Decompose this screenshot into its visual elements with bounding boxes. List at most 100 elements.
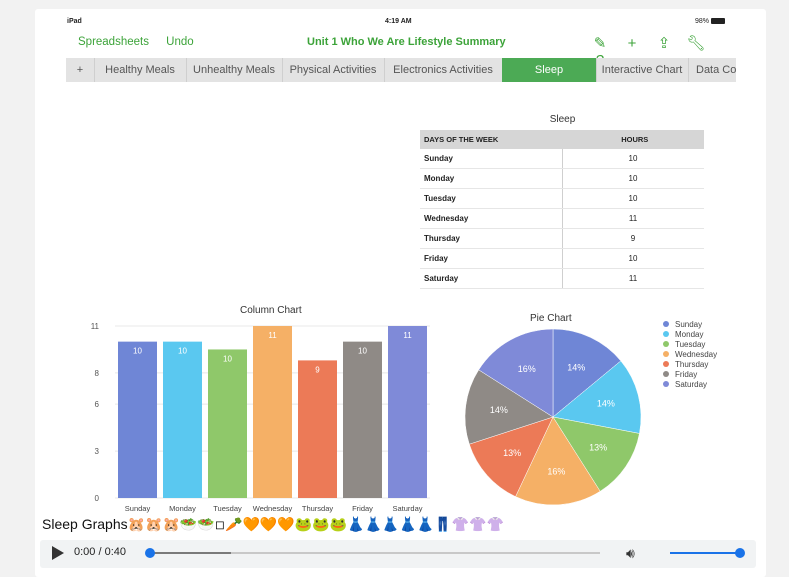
table-row[interactable]: Tuesday 10 (420, 188, 704, 209)
pie-slice-thursday (468, 416, 554, 497)
legend-item: Saturday (663, 380, 717, 390)
tab-electronics-activities[interactable]: Electronics Activities (384, 58, 503, 82)
spreadsheets-button[interactable]: Spreadsheets (78, 36, 149, 48)
share-icon[interactable]: ⇪ (657, 35, 671, 52)
table-row[interactable]: Thursday 9 (420, 228, 704, 249)
hours-cell[interactable]: 10 (562, 188, 704, 209)
pie-chart-title: Pie Chart (530, 313, 572, 324)
y-tick-label: 3 (95, 447, 100, 456)
tab-healthy-meals[interactable]: Healthy Meals (94, 58, 187, 82)
add-sheet-button[interactable]: + (66, 58, 95, 82)
wrench-icon[interactable]: 🔧︎ (686, 35, 706, 52)
clock: 4:19 AM (385, 18, 412, 25)
bar-data-label: 10 (223, 354, 232, 363)
day-cell[interactable]: Sunday (420, 149, 563, 169)
hours-cell[interactable]: 11 (562, 208, 704, 229)
x-tick-label: Saturday (392, 504, 422, 513)
table-row[interactable]: Wednesday 11 (420, 208, 704, 229)
pie-slice-saturday (478, 328, 554, 418)
pie-slice-tuesday (552, 416, 640, 492)
day-cell[interactable]: Thursday (420, 228, 563, 249)
add-icon[interactable]: + (627, 35, 637, 52)
x-tick-label: Thursday (302, 504, 334, 513)
y-tick-label: 8 (95, 369, 100, 378)
legend-swatch (663, 371, 669, 377)
x-tick-label: Monday (169, 504, 196, 513)
y-tick-label: 6 (95, 400, 100, 409)
column-chart-title: Column Chart (240, 305, 302, 316)
audio-player: 0:00 / 0:40 🔊︎ (40, 540, 756, 568)
legend-swatch (663, 351, 669, 357)
tab-interactive-chart[interactable]: Interactive Chart (596, 58, 689, 82)
pie-data-label: 16% (547, 466, 565, 476)
day-cell[interactable]: Monday (420, 168, 563, 189)
hours-cell[interactable]: 10 (562, 168, 704, 189)
pie-chart[interactable]: 14% 14% 13% 16% 13% 14% 16% (460, 325, 650, 515)
seek-bar[interactable] (145, 548, 600, 558)
bar-wednesday (253, 326, 292, 498)
legend-item: Sunday (663, 320, 717, 330)
legend-label: Wednesday (675, 350, 718, 359)
day-cell[interactable]: Wednesday (420, 208, 563, 229)
pie-data-label: 13% (503, 448, 521, 458)
pie-data-label: 14% (597, 398, 615, 408)
volume-handle[interactable] (735, 548, 745, 558)
column-chart[interactable]: 0 3 6 8 11 10 Sunday 10 Monday 10 Tuesday 11 Wednesd… (70, 318, 450, 518)
pie-data-label: 14% (490, 405, 508, 415)
legend-label: Friday (675, 370, 698, 379)
undo-button[interactable]: Undo (166, 36, 194, 48)
bar-data-label: 9 (315, 365, 320, 374)
hours-cell[interactable]: 10 (562, 248, 704, 269)
bar-data-label: 10 (178, 347, 187, 356)
table-row[interactable]: Saturday 11 (420, 268, 704, 289)
legend-item: Thursday (663, 360, 717, 370)
bar-saturday (388, 326, 427, 498)
volume-slider[interactable] (670, 548, 745, 558)
seek-handle[interactable] (145, 548, 155, 558)
header-days: DAYS OF THE WEEK (420, 130, 563, 149)
hours-cell[interactable]: 9 (562, 228, 704, 249)
day-cell[interactable]: Tuesday (420, 188, 563, 209)
legend-item: Friday (663, 370, 717, 380)
x-tick-label: Tuesday (213, 504, 242, 513)
table-row[interactable]: Friday 10 (420, 248, 704, 269)
bar-data-label: 10 (133, 347, 142, 356)
document-title: Unit 1 Who We Are Lifestyle Summary (307, 36, 506, 48)
legend-swatch (663, 341, 669, 347)
header-hours: HOURS (562, 130, 704, 149)
pie-data-label: 13% (589, 443, 607, 453)
hours-cell[interactable]: 11 (562, 268, 704, 289)
tab-physical-activities[interactable]: Physical Activities (282, 58, 385, 82)
device-label: iPad (67, 18, 82, 25)
tab-sleep[interactable]: Sleep (502, 58, 597, 82)
legend-label: Saturday (675, 380, 708, 389)
toolbar: Spreadsheets Undo Unit 1 Who We Are Life… (66, 35, 736, 69)
bar-data-label: 11 (268, 331, 277, 340)
legend-label: Tuesday (675, 340, 706, 349)
legend-label: Monday (675, 330, 704, 339)
table-row[interactable]: Monday 10 (420, 168, 704, 189)
x-tick-label: Wednesday (253, 504, 293, 513)
tab-unhealthy-meals[interactable]: Unhealthy Meals (186, 58, 283, 82)
x-tick-label: Sunday (125, 504, 151, 513)
legend-label: Sunday (675, 320, 703, 329)
table-row[interactable]: Sunday 10 (420, 149, 704, 169)
pie-slice-sunday (552, 328, 622, 418)
tab-data-col[interactable]: Data Col (696, 64, 736, 76)
legend-swatch (663, 361, 669, 367)
seek-progress (150, 552, 231, 554)
day-cell[interactable]: Friday (420, 248, 563, 269)
bar-thursday (298, 360, 337, 498)
legend-label: Thursday (675, 360, 709, 369)
battery-percent: 98% (695, 18, 710, 25)
bar-sunday (118, 341, 157, 498)
pie-data-label: 14% (567, 363, 585, 373)
play-button[interactable] (52, 546, 64, 560)
y-tick-label: 0 (95, 494, 100, 503)
brush-icon[interactable]: ✎ (593, 35, 607, 52)
bar-tuesday (208, 349, 247, 498)
hours-cell[interactable]: 10 (562, 149, 704, 169)
bar-data-label: 11 (403, 331, 412, 340)
day-cell[interactable]: Saturday (420, 268, 563, 289)
volume-icon[interactable]: 🔊︎ (626, 545, 635, 561)
